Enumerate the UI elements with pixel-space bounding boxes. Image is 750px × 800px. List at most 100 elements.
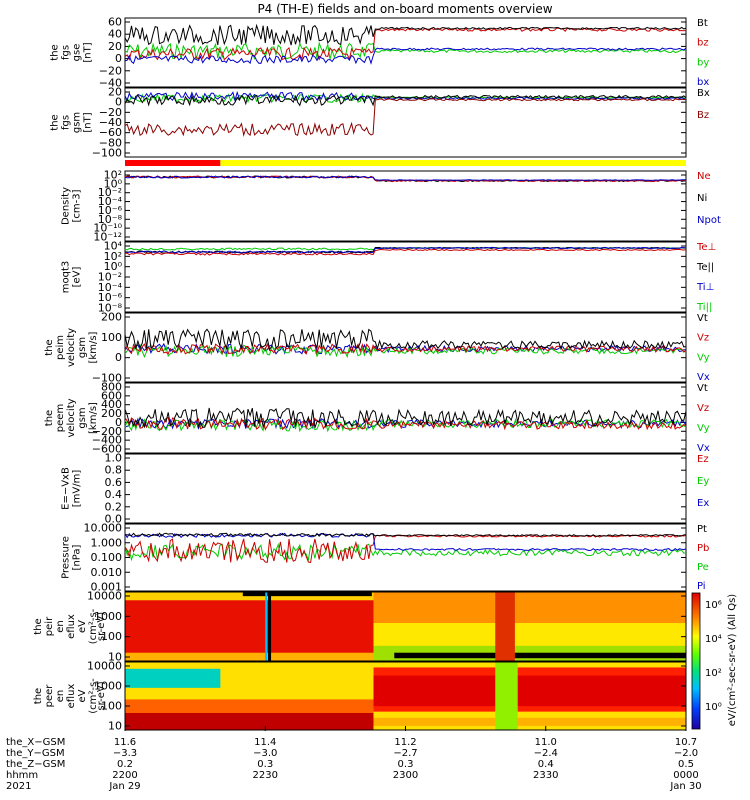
colorbar-tick-label: 10⁶	[705, 600, 722, 611]
x-tick-label: 0.3	[398, 759, 414, 770]
y-tick-label: 100	[101, 700, 122, 713]
legend-entry: Pt	[697, 524, 707, 535]
legend-entry: Ey	[697, 476, 709, 487]
x-tick-label: −3.0	[253, 748, 277, 759]
series-line	[124, 542, 687, 562]
x-axis-row-label: the_Y−GSM	[6, 748, 65, 759]
x-tick-label: 11.2	[394, 737, 416, 748]
x-tick-label: 11.4	[254, 737, 276, 748]
spectrogram-region	[125, 592, 374, 661]
panel-efield: 1.00.80.60.40.20.0 E=−VxB [mV/m] Ez Ey Ex	[61, 452, 710, 526]
x-tick-label: −2.0	[674, 748, 698, 759]
y-tick-label: −400	[92, 434, 122, 447]
x-tick-label: 0.2	[117, 759, 133, 770]
legend-entry: Ez	[697, 454, 709, 465]
y-tick-label: 10⁻²	[98, 271, 122, 284]
panel-peer-eflux: 10000 1000 100 10 the peer en eflux eV (cm²-s-sr-…	[33, 660, 687, 733]
spectrogram-region	[373, 592, 686, 624]
spectrogram-region	[394, 652, 686, 659]
y-tick-label: −600	[92, 443, 122, 456]
y-axis-label: en	[55, 690, 66, 703]
y-tick-label: −200	[92, 425, 122, 438]
x-axis: the_X−GSM 11.6 11.4 11.2 11.0 10.7 the_Y−GSM −3…	[6, 726, 702, 792]
colorbar-tick-label: 10⁴	[705, 634, 722, 645]
x-tick-label: 0.5	[678, 759, 694, 770]
x-tick-label: 11.0	[535, 737, 557, 748]
panel-frame	[124, 591, 687, 662]
x-tick-label: Jan 30	[669, 781, 701, 792]
colorbar-tick-label: 10²	[705, 668, 722, 679]
y-axis-label: the	[44, 339, 55, 355]
y-axis-label: velocity	[66, 398, 77, 437]
legend-entry: Bz	[697, 110, 709, 121]
y-axis-label: [nT]	[83, 42, 94, 62]
x-axis-row-label: 2021	[6, 781, 31, 792]
panel-fgs-gsm: 200−20−40−60−80−100 the fgs gsm [nT] Bx Bz	[50, 86, 710, 160]
series-line	[124, 175, 686, 181]
series-line	[124, 417, 687, 431]
y-axis-label: gsm	[77, 337, 88, 358]
y-axis-label: en	[55, 620, 66, 633]
series-line	[124, 98, 687, 137]
legend-entry: Pe	[697, 562, 709, 573]
x-tick-label: −3.3	[113, 748, 137, 759]
x-axis-row-label: the_Z−GSM	[6, 759, 65, 770]
y-tick-label: 10⁻¹²	[93, 231, 122, 244]
spectrogram-region	[268, 592, 272, 661]
y-tick-label: 0	[115, 351, 122, 364]
y-axis-label: Density	[61, 187, 72, 225]
y-axis-label: peim	[55, 335, 66, 360]
x-tick-label: 2330	[533, 770, 558, 781]
panel-frame	[124, 170, 687, 242]
spectrogram-region	[373, 623, 686, 648]
y-tick-label: −100	[92, 147, 122, 160]
y-tick-label: 0.8	[105, 464, 123, 477]
spectrogram-region	[242, 592, 372, 597]
y-axis-label: E=−VxB	[61, 467, 72, 510]
y-tick-label: 0.4	[105, 488, 123, 501]
legend-entry: bx	[697, 77, 709, 88]
y-axis-label: [cm-3]	[72, 189, 83, 222]
y-tick-label: 1.000	[91, 536, 123, 549]
y-axis-label: peer	[44, 684, 55, 708]
y-axis-label: gsm	[72, 112, 83, 133]
panel-frame	[124, 453, 687, 524]
y-axis-label: [nPa]	[72, 544, 83, 570]
y-tick-label: 400	[101, 398, 122, 411]
y-axis-label: (cm²-s-	[88, 608, 99, 644]
y-axis-label: velocity	[66, 328, 77, 367]
spectrogram-region	[125, 668, 221, 688]
y-tick-label: 100	[101, 630, 122, 643]
y-tick-label: 10⁻⁴	[98, 195, 123, 208]
y-axis-label: Pressure	[61, 536, 72, 579]
y-axis-label: [mV/m]	[72, 470, 83, 508]
y-tick-label: 0.6	[105, 476, 123, 489]
y-axis-label: the	[44, 410, 55, 426]
y-tick-label: 0	[115, 416, 122, 429]
y-axis-label: eflux	[66, 684, 77, 709]
y-axis-label: peir	[44, 616, 55, 636]
legend-entry: Ni	[697, 193, 707, 204]
series-line	[124, 92, 687, 104]
legend-entry: Ne	[697, 171, 711, 182]
y-tick-label: 60	[108, 16, 122, 29]
figure-title: P4 (TH-E) fields and on-board moments ov…	[257, 2, 552, 16]
legend-entry: Vy	[697, 423, 710, 434]
x-tick-label: 2200	[112, 770, 137, 781]
legend-entry: Bx	[697, 88, 710, 99]
y-axis-label: [nT]	[83, 112, 94, 132]
legend-entry: Vz	[697, 403, 709, 414]
legend-entry: Vz	[697, 333, 709, 344]
status-bar-yellow	[220, 160, 686, 166]
legend-entry: by	[697, 57, 709, 68]
y-tick-label: −20	[99, 64, 122, 77]
y-tick-label: 10⁻²	[98, 186, 122, 199]
legend-entry: Pi	[697, 581, 706, 592]
series-line	[124, 532, 687, 552]
series-line	[124, 328, 687, 351]
y-axis-label: the	[50, 114, 61, 130]
